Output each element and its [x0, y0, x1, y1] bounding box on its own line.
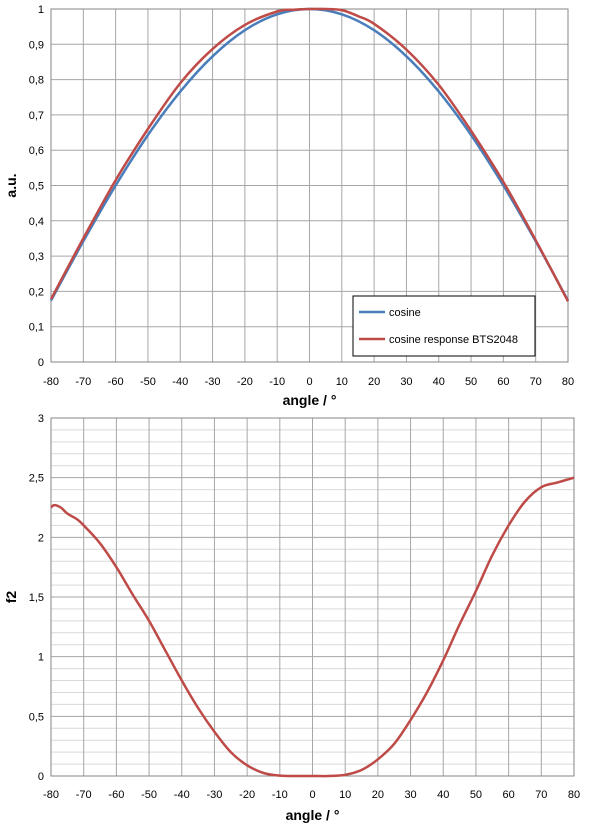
x-tick-label: 40: [437, 789, 449, 801]
y-tick-label: 0,4: [29, 216, 44, 228]
legend-label: cosine response BTS2048: [389, 334, 518, 346]
x-tick-label: 20: [372, 789, 384, 801]
x-tick-label: -80: [43, 789, 59, 801]
x-tick-label: -70: [75, 376, 91, 388]
x-tick-label: -60: [108, 789, 124, 801]
x-tick-label: -50: [140, 376, 156, 388]
y-tick-label: 0: [38, 771, 44, 783]
y-tick-label: 1: [38, 4, 44, 16]
x-tick-label: 70: [530, 376, 542, 388]
x-axis-title: angle / °: [283, 392, 337, 408]
x-tick-label: -20: [239, 789, 255, 801]
y-tick-label: 2: [38, 532, 44, 544]
y-tick-label: 0,6: [29, 145, 44, 157]
x-tick-label: 10: [339, 789, 351, 801]
x-tick-label: -80: [43, 376, 59, 388]
x-tick-label: 80: [562, 376, 574, 388]
x-tick-label: -30: [205, 376, 221, 388]
x-tick-label: 50: [465, 376, 477, 388]
y-tick-label: 0,3: [29, 251, 44, 263]
x-tick-label: 0: [309, 789, 315, 801]
legend-box: [352, 295, 536, 357]
y-tick-label: 0,7: [29, 110, 44, 122]
x-tick-label: 80: [568, 789, 580, 801]
x-tick-label: 30: [400, 376, 412, 388]
x-tick-label: -10: [272, 789, 288, 801]
x-tick-label: 10: [336, 376, 348, 388]
y-tick-label: 0: [38, 357, 44, 369]
y-tick-label: 3: [38, 413, 44, 425]
x-axis-title: angle / °: [286, 807, 340, 823]
y-tick-label: 0,9: [29, 39, 44, 51]
x-tick-label: -60: [108, 376, 124, 388]
y-tick-label: 0,5: [29, 181, 44, 193]
x-tick-label: 0: [306, 376, 312, 388]
y-tick-label: 0,1: [29, 322, 44, 334]
y-axis-title: a.u.: [3, 173, 19, 197]
x-tick-label: 30: [404, 789, 416, 801]
series-line-cosine-response-bts2048: [49, 7, 570, 302]
x-tick-label: 20: [368, 376, 380, 388]
y-tick-label: 2,5: [29, 473, 44, 485]
legend: cosine cosine response BTS2048: [352, 295, 536, 357]
y-tick-label: 0,5: [29, 711, 44, 723]
x-tick-label: -10: [269, 376, 285, 388]
x-tick-label: -50: [141, 789, 157, 801]
y-tick-label: 0,2: [29, 286, 44, 298]
cosine-comparison-chart: -80 -70 -60 -50 -40 -30 -20 -10 0 10 20 30 40 50 60 70 8…: [3, 4, 574, 408]
x-tick-label: 60: [503, 789, 515, 801]
x-tick-label: 70: [535, 789, 547, 801]
x-tick-label: -70: [76, 789, 92, 801]
x-tick-label: 40: [433, 376, 445, 388]
y-tick-label: 1: [38, 652, 44, 664]
y-tick-label: 1,5: [29, 592, 44, 604]
y-tick-label: 0,8: [29, 75, 44, 87]
x-tick-label: 60: [497, 376, 509, 388]
series-line-f2: [50, 476, 575, 778]
x-tick-label: -40: [172, 376, 188, 388]
legend-label: cosine: [389, 307, 421, 319]
x-tick-label: -20: [237, 376, 253, 388]
y-axis-title: f2: [3, 591, 19, 604]
x-tick-label: -30: [206, 789, 222, 801]
x-tick-label: -40: [174, 789, 190, 801]
x-tick-label: 50: [470, 789, 482, 801]
f2-error-chart: -80 -70 -60 -50 -40 -30 -20 -10 0 10 20 30 40 50 60 70 8…: [3, 413, 580, 823]
